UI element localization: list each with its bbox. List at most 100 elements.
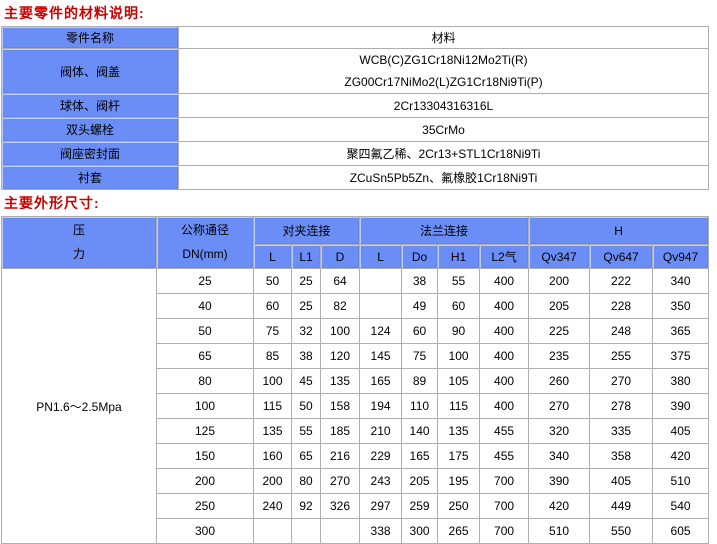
- dim-cell: 400: [479, 343, 530, 369]
- dim-cell: 110: [401, 393, 439, 419]
- dim-cell: 50: [291, 393, 321, 419]
- dim-cell: 259: [401, 493, 439, 519]
- materials-row: 衬套 ZCuSn5Pb5Zn、氟橡胶1Cr18Ni9Ti: [1, 165, 709, 190]
- dim-cell: 225: [528, 318, 591, 344]
- dim-cell: 65: [291, 443, 321, 469]
- column-header: Do: [401, 244, 439, 269]
- dim-cell: 25: [291, 293, 321, 319]
- dim-cell: 265: [437, 518, 481, 544]
- column-header: Qv947: [652, 244, 710, 269]
- dim-cell: 80: [291, 468, 321, 494]
- dim-cell: 82: [319, 293, 361, 319]
- dim-cell: 240: [253, 493, 292, 519]
- dim-cell: 145: [359, 343, 403, 369]
- dim-cell: 89: [401, 368, 439, 394]
- dim-cell: 335: [589, 418, 654, 444]
- dim-cell: 365: [652, 318, 710, 344]
- pressure-header-line1: 压: [72, 223, 85, 237]
- material-cell: 聚四氟乙稀、2Cr13+STL1Cr18Ni9Ti: [178, 141, 709, 166]
- dim-cell: 195: [437, 468, 481, 494]
- dim-cell: 260: [528, 368, 591, 394]
- dim-cell: 165: [401, 443, 439, 469]
- dn-cell: 300: [156, 518, 254, 544]
- dim-cell: 105: [437, 368, 481, 394]
- dim-cell: 400: [479, 318, 530, 344]
- dim-cell: 135: [319, 368, 361, 394]
- dim-cell: 115: [437, 393, 481, 419]
- material-header: 材料: [178, 26, 709, 49]
- dim-cell: 100: [319, 318, 361, 344]
- dim-cell: 340: [528, 443, 591, 469]
- dim-cell: 235: [528, 343, 591, 369]
- material-line: ZG00Cr17NiMo2(L)ZG1Cr18Ni9Ti(P): [344, 75, 543, 89]
- dim-cell: [319, 518, 361, 544]
- part-name-cell: 阀体、阀盖: [1, 48, 179, 94]
- dim-cell: 45: [291, 368, 321, 394]
- materials-header-row: 零件名称 材料: [1, 26, 709, 49]
- dim-cell: 320: [528, 418, 591, 444]
- materials-table: 零件名称 材料 阀体、阀盖 WCB(C)ZG1Cr18Ni12Mo2Ti(R) ZG…: [1, 26, 709, 190]
- pressure-value-cell: PN1.6～2.5Mpa: [1, 268, 157, 544]
- dim-cell: 350: [652, 293, 710, 319]
- dim-cell: 338: [359, 518, 403, 544]
- dim-row: 300 338 300 265 700 510 550 605: [2, 518, 710, 544]
- part-name-cell: 双头螺栓: [1, 117, 179, 142]
- dim-cell: 255: [589, 343, 654, 369]
- dim-cell: [291, 518, 321, 544]
- dim-cell: 510: [652, 468, 710, 494]
- dim-cell: 85: [253, 343, 292, 369]
- dimensions-section-title: 主要外形尺寸:: [4, 195, 100, 211]
- material-cell: WCB(C)ZG1Cr18Ni12Mo2Ti(R) ZG00Cr17NiMo2(L…: [178, 48, 709, 94]
- dim-cell: [253, 518, 292, 544]
- pressure-column-header: 压 力: [1, 216, 157, 269]
- dim-cell: 420: [652, 443, 710, 469]
- dim-cell: 270: [319, 468, 361, 494]
- h-group-header: H: [528, 216, 710, 245]
- dn-cell: 80: [156, 368, 254, 394]
- dim-cell: 124: [359, 318, 403, 344]
- flange-group-header: 法兰连接: [359, 216, 530, 245]
- dim-cell: 270: [589, 368, 654, 394]
- dn-cell: 150: [156, 443, 254, 469]
- column-header: Qv647: [589, 244, 654, 269]
- dim-cell: 158: [319, 393, 361, 419]
- dim-row: 50 75 32 100 124 60 90 400 225 248 365: [2, 318, 710, 344]
- dim-cell: 60: [437, 293, 481, 319]
- dim-cell: 100: [437, 343, 481, 369]
- dim-cell: 405: [589, 468, 654, 494]
- dim-cell: 390: [528, 468, 591, 494]
- dim-cell: 200: [253, 468, 292, 494]
- dim-cell: 200: [528, 268, 591, 294]
- column-header: L2气: [479, 244, 530, 269]
- dim-row: 100 115 50 158 194 110 115 400 270 278 390: [2, 393, 710, 419]
- column-header: D: [319, 244, 361, 269]
- column-header: Qv347: [528, 244, 591, 269]
- dim-cell: 405: [652, 418, 710, 444]
- dn-cell: 25: [156, 268, 254, 294]
- dim-cell: 175: [437, 443, 481, 469]
- material-line: 2Cr13304316316L: [393, 98, 494, 113]
- material-cell: ZCuSn5Pb5Zn、氟橡胶1Cr18Ni9Ti: [178, 165, 709, 190]
- dn-cell: 125: [156, 418, 254, 444]
- dim-cell: 326: [319, 493, 361, 519]
- material-line: 35CrMo: [422, 122, 465, 137]
- dim-cell: 700: [479, 518, 530, 544]
- dim-row: 150 160 65 216 229 165 175 455 340 358 420: [2, 443, 710, 469]
- dim-cell: 100: [253, 368, 292, 394]
- dim-cell: 400: [479, 268, 530, 294]
- column-header: L: [253, 244, 292, 269]
- dim-cell: [359, 293, 403, 319]
- dim-cell: 38: [291, 343, 321, 369]
- part-name-cell: 衬套: [1, 165, 179, 190]
- dn-cell: 40: [156, 293, 254, 319]
- column-header: L1: [291, 244, 321, 269]
- dimensions-table: 压 力 公称通径 DN(mm) 对夹连接 法兰连接 H L L1 D L Do H1 L2气…: [1, 216, 710, 544]
- dim-cell: 60: [253, 293, 292, 319]
- dim-cell: 540: [652, 493, 710, 519]
- dim-cell: 160: [253, 443, 292, 469]
- dim-row: 200 200 80 270 243 205 195 700 390 405 510: [2, 468, 710, 494]
- dn-column-header: 公称通径 DN(mm): [156, 216, 254, 269]
- material-cell: 35CrMo: [178, 117, 709, 142]
- dim-cell: 64: [319, 268, 361, 294]
